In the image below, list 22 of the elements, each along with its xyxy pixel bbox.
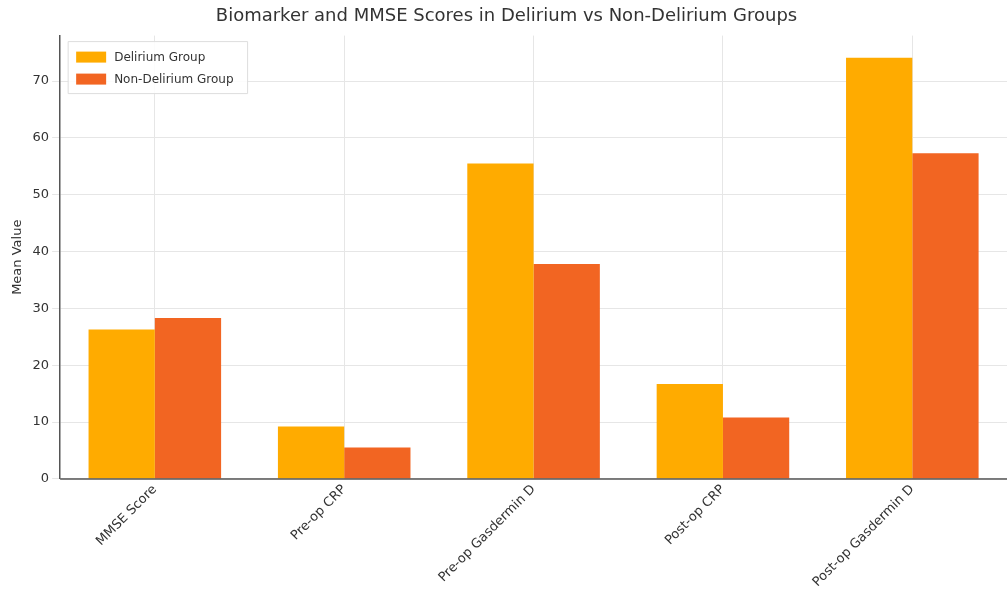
y-tick-label: 10: [32, 413, 50, 429]
bar: [846, 57, 913, 479]
legend-label: Delirium Group: [114, 49, 206, 64]
y-tick-label: 30: [32, 299, 50, 315]
bar: [912, 153, 979, 479]
bar: [154, 318, 222, 479]
y-tick-label: 50: [32, 186, 50, 202]
legend-label: Non-Delirium Group: [114, 71, 234, 86]
bar: [344, 447, 411, 479]
y-tick-label: 40: [32, 242, 50, 258]
y-tick-label: 60: [32, 129, 50, 145]
bar: [656, 383, 723, 479]
bar: [467, 163, 534, 479]
bar: [533, 264, 600, 479]
chart-title: Biomarker and MMSE Scores in Delirium vs Non-Delirium Groups: [215, 4, 798, 26]
y-tick-label: 0: [40, 470, 50, 486]
bar: [722, 417, 790, 479]
y-tick-label: 20: [32, 356, 50, 372]
y-tick-label: 70: [32, 72, 50, 88]
bar: [88, 329, 155, 479]
bar: [277, 426, 345, 479]
y-axis-title: Mean Value: [9, 219, 25, 295]
